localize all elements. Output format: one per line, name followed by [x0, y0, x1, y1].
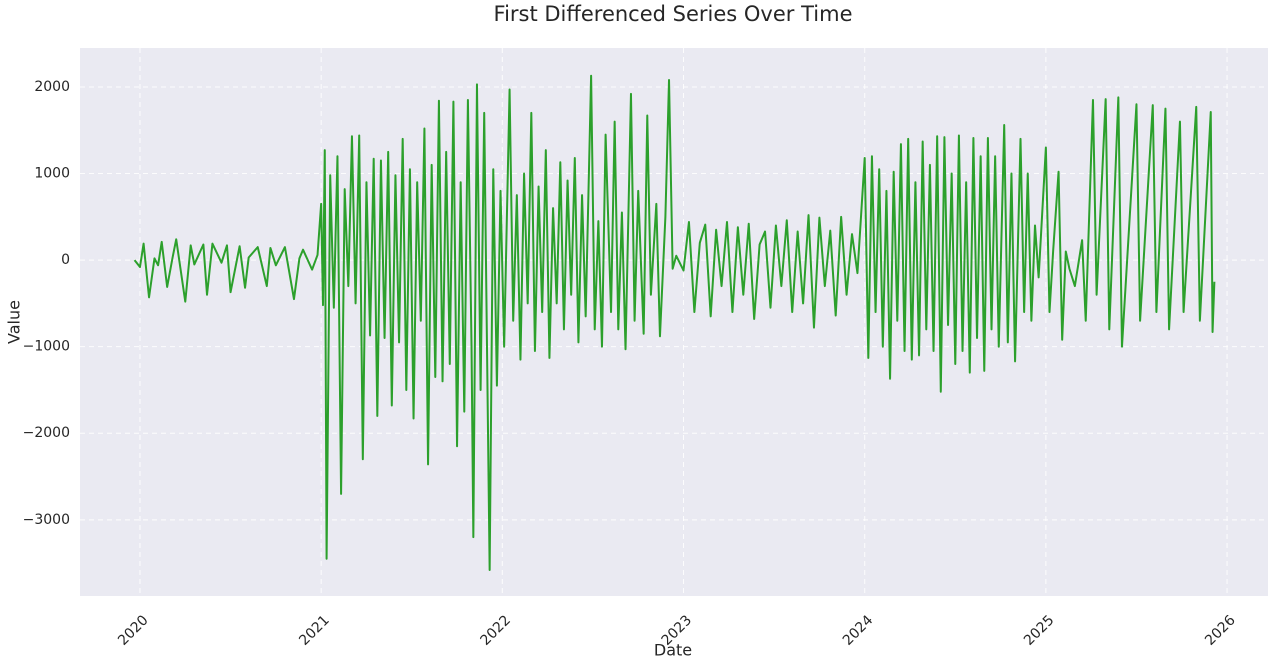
y-tick-label: 0	[61, 252, 70, 268]
x-tick-label: 2024	[840, 612, 877, 649]
chart-title: First Differenced Series Over Time	[494, 2, 853, 26]
y-axis-label: Value	[5, 300, 24, 344]
x-tick-label: 2025	[1021, 612, 1058, 649]
data-line	[133, 74, 1216, 572]
x-tick-label: 2020	[115, 612, 152, 649]
x-axis-label: Date	[654, 641, 692, 660]
y-tick-label: 2000	[34, 79, 70, 95]
y-tick-label: −3000	[23, 512, 70, 528]
x-tick-label: 2026	[1202, 612, 1239, 649]
plot-area	[80, 48, 1268, 596]
y-tick-label: −2000	[23, 425, 70, 441]
y-tick-label: −1000	[23, 339, 70, 355]
x-tick-label: 2022	[477, 612, 514, 649]
y-tick-label: 1000	[34, 166, 70, 182]
x-tick-label: 2021	[296, 612, 333, 649]
